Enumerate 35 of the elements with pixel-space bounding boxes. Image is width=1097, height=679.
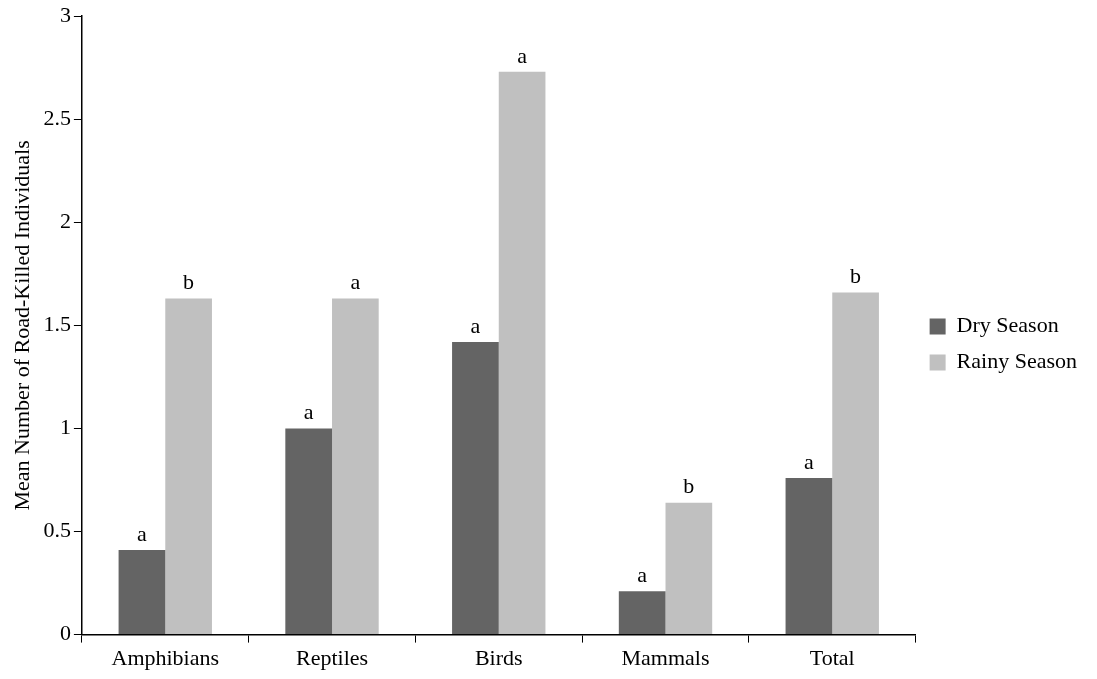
annotation: a xyxy=(470,312,481,338)
y-tick-label: 0 xyxy=(59,620,71,646)
annotation: a xyxy=(137,520,148,546)
bar xyxy=(118,550,166,635)
y-tick-label: 1 xyxy=(59,414,71,440)
bar xyxy=(285,428,333,635)
legend-label: Dry Season xyxy=(956,312,1059,338)
bar xyxy=(665,502,713,635)
annotation: a xyxy=(303,399,314,425)
annotation: b xyxy=(183,269,195,295)
x-tick-label: Birds xyxy=(474,644,523,670)
y-axis-title: Mean Number of Road-Killed Individuals xyxy=(8,140,34,511)
y-tick-label: 2 xyxy=(59,208,71,234)
x-tick-label: Mammals xyxy=(621,644,710,670)
legend-label: Rainy Season xyxy=(956,348,1078,374)
bar xyxy=(832,292,879,635)
x-tick-label: Amphibians xyxy=(111,644,220,670)
bar xyxy=(452,341,499,635)
x-tick-label: Total xyxy=(809,644,855,670)
bar xyxy=(618,591,666,635)
annotation: a xyxy=(804,448,815,474)
y-tick-label: 2.5 xyxy=(43,105,71,131)
annotation: b xyxy=(683,473,695,499)
annotation: a xyxy=(350,269,361,295)
annotation: b xyxy=(850,263,862,289)
x-tick-label: Reptiles xyxy=(295,644,369,670)
y-tick-label: 0.5 xyxy=(43,517,71,543)
y-tick-label: 3 xyxy=(59,1,71,27)
annotation: a xyxy=(517,42,528,68)
bar xyxy=(498,71,546,635)
bar xyxy=(165,298,212,635)
y-tick-label: 1.5 xyxy=(43,311,71,337)
annotation: a xyxy=(637,562,648,588)
bar xyxy=(332,298,379,635)
bar xyxy=(785,477,833,635)
